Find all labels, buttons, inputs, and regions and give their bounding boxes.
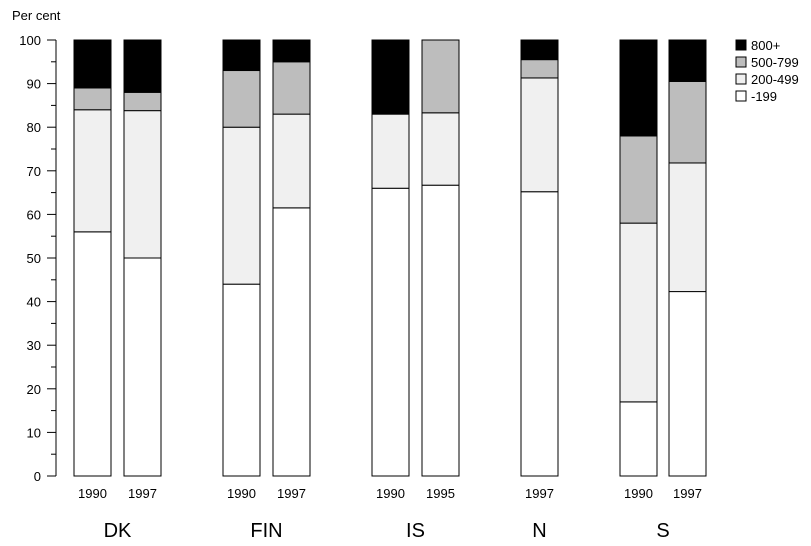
y-tick-label: 90 — [27, 77, 41, 92]
segment-200-499 — [272, 113, 311, 209]
bar-IS-1995 — [421, 39, 460, 477]
bars — [73, 39, 707, 477]
bar-FIN-1997 — [272, 39, 311, 477]
y-tick-label: 10 — [27, 425, 41, 440]
y-axis-ticks: 0 10 20 30 40 50 60 70 80 90 100 — [19, 33, 56, 484]
segment-500-799 — [222, 70, 261, 128]
legend: 800+ 500-799 200-499 -199 — [735, 38, 799, 104]
segment-under-200 — [619, 401, 658, 477]
legend-label: 500-799 — [751, 55, 799, 70]
segment-800-plus — [520, 39, 559, 61]
segment-200-499 — [421, 112, 460, 186]
segment-800-plus — [619, 39, 658, 137]
y-tick-label: 60 — [27, 207, 41, 222]
segment-200-499 — [73, 109, 112, 233]
year-label: 1990 — [376, 486, 405, 501]
segment-500-799 — [123, 91, 162, 112]
y-tick-label: 20 — [27, 382, 41, 397]
legend-swatch — [735, 90, 747, 102]
segment-under-200 — [421, 184, 460, 477]
y-tick-label: 80 — [27, 120, 41, 135]
y-tick-label: 100 — [19, 33, 41, 48]
segment-800-plus — [371, 39, 410, 115]
segment-200-499 — [222, 126, 261, 285]
country-label: IS — [406, 520, 425, 542]
segment-under-200 — [73, 231, 112, 477]
bar-S-1997 — [668, 39, 707, 477]
segment-under-200 — [222, 283, 261, 477]
segment-800-plus — [272, 39, 311, 63]
segment-800-plus — [668, 39, 707, 82]
y-tick-label: 0 — [34, 469, 41, 484]
bar-IS-1990 — [371, 39, 410, 477]
legend-swatch — [735, 73, 747, 85]
bar-S-1990 — [619, 39, 658, 477]
legend-item: 200-499 — [735, 72, 799, 87]
segment-under-200 — [668, 291, 707, 477]
bar-DK-1990 — [73, 39, 112, 477]
segment-500-799 — [73, 87, 112, 111]
segment-under-200 — [520, 191, 559, 477]
country-label: N — [532, 520, 546, 542]
legend-swatch — [735, 39, 747, 51]
legend-item: -199 — [735, 89, 777, 104]
y-tick-label: 50 — [27, 251, 41, 266]
segment-under-200 — [272, 207, 311, 477]
segment-under-200 — [123, 257, 162, 477]
legend-item: 800+ — [735, 38, 780, 53]
country-label: DK — [104, 520, 132, 542]
segment-200-499 — [668, 162, 707, 293]
y-tick-label: 70 — [27, 164, 41, 179]
legend-label: 800+ — [751, 38, 780, 53]
year-label: 1997 — [673, 486, 702, 501]
year-label: 1990 — [624, 486, 653, 501]
year-label: 1997 — [277, 486, 306, 501]
segment-200-499 — [371, 113, 410, 189]
segment-500-799 — [272, 61, 311, 115]
y-tick-label: 40 — [27, 295, 41, 310]
legend-swatch — [735, 56, 747, 68]
x-axis-labels: 1990 1997 DK 1990 1997 FIN 1990 1995 IS 1997 N 1990… — [78, 486, 702, 542]
segment-500-799 — [520, 59, 559, 79]
year-label: 1990 — [227, 486, 256, 501]
year-label: 1997 — [525, 486, 554, 501]
segment-800-plus — [222, 39, 261, 72]
segment-800-plus — [73, 39, 112, 89]
country-label: FIN — [250, 520, 282, 542]
segment-500-799 — [421, 39, 460, 114]
legend-label: 200-499 — [751, 72, 799, 87]
bar-FIN-1990 — [222, 39, 261, 477]
year-label: 1995 — [426, 486, 455, 501]
segment-500-799 — [619, 135, 658, 224]
legend-item: 500-799 — [735, 55, 799, 70]
y-tick-label: 30 — [27, 338, 41, 353]
segment-500-799 — [668, 80, 707, 164]
segment-800-plus — [123, 39, 162, 93]
y-axis-title: Per cent — [12, 8, 61, 23]
legend-label: -199 — [751, 89, 777, 104]
year-label: 1997 — [128, 486, 157, 501]
year-label: 1990 — [78, 486, 107, 501]
segment-200-499 — [123, 110, 162, 259]
bar-N-1997 — [520, 39, 559, 477]
segment-under-200 — [371, 187, 410, 477]
segment-200-499 — [619, 222, 658, 403]
country-label: S — [656, 520, 669, 542]
segment-200-499 — [520, 77, 559, 193]
bar-DK-1997 — [123, 39, 162, 477]
